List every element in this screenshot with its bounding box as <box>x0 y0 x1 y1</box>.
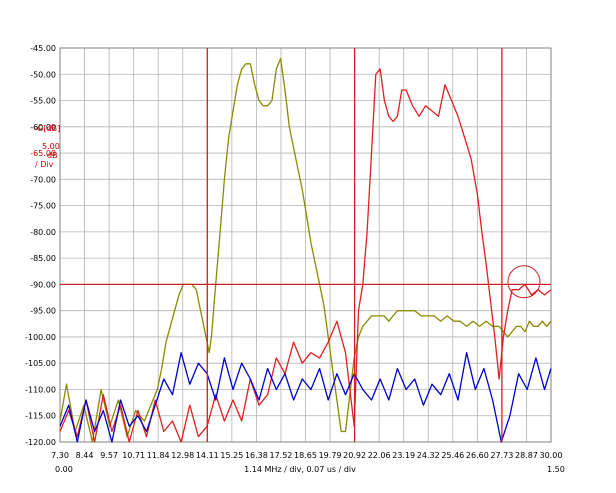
x-tick-label: 26.60 <box>466 451 489 460</box>
y-tick-label: -70.00 <box>30 175 56 184</box>
time-end-label: 1.50 <box>547 465 565 474</box>
y-tick-label: -105.00 <box>25 359 56 368</box>
y-tick-label: -50.00 <box>30 70 56 79</box>
time-start-label: 0.00 <box>55 465 73 474</box>
y-tick-label: -120.00 <box>25 438 56 447</box>
x-tick-labels: 7.30 8.44 9.57 10.71 11.84 12.98 14.11 15.25 16.… <box>51 451 562 460</box>
x-tick-label: 16.38 <box>245 451 268 460</box>
y-tick-label: -45.00 <box>30 44 56 53</box>
x-tick-label: 25.46 <box>441 451 464 460</box>
series-line-olive <box>59 57 552 443</box>
plot-frame <box>59 47 552 443</box>
x-tick-label: 19.79 <box>319 451 342 460</box>
x-tick-label: 30.00 <box>540 451 563 460</box>
y-tick-label: -55.00 <box>30 97 56 106</box>
x-tick-label: 18.65 <box>294 451 317 460</box>
x-tick-label: 20.92 <box>343 451 366 460</box>
y-tick-label: -95.00 <box>30 307 56 316</box>
y-tick-label: -65.00 <box>30 149 56 158</box>
x-tick-label: 8.44 <box>76 451 94 460</box>
x-tick-label: 11.84 <box>147 451 170 460</box>
marker-layer <box>60 48 551 442</box>
y-tick-label: -115.00 <box>25 412 56 421</box>
x-tick-label: 27.73 <box>490 451 513 460</box>
series-line-blue <box>59 352 552 443</box>
x-tick-label: 9.57 <box>100 451 118 460</box>
y-axis-label: -G[dB] <box>34 124 60 133</box>
y-tick-label: -110.00 <box>25 385 56 394</box>
y-tick-label: -60.00 <box>30 123 56 132</box>
series-layer <box>59 57 552 443</box>
x-tick-label: 10.71 <box>122 451 145 460</box>
y-scale-suffix: / Div <box>35 160 54 169</box>
y-tick-label: -85.00 <box>30 254 56 263</box>
x-tick-label: 24.32 <box>417 451 440 460</box>
series-line-red <box>59 68 552 443</box>
y-tick-label: -80.00 <box>30 228 56 237</box>
x-tick-label: 28.87 <box>515 451 538 460</box>
x-tick-label: 7.30 <box>51 451 69 460</box>
x-tick-label: 12.98 <box>171 451 194 460</box>
x-tick-label: 22.06 <box>368 451 391 460</box>
x-tick-label: 23.19 <box>392 451 415 460</box>
x-tick-label: 17.52 <box>269 451 292 460</box>
y-scale-unit: dB <box>47 151 58 160</box>
y-tick-label: -100.00 <box>25 333 56 342</box>
y-tick-label: -90.00 <box>30 280 56 289</box>
x-axis-caption: 1.14 MHz / div, 0.07 us / div <box>244 465 356 474</box>
x-tick-label: 15.25 <box>220 451 243 460</box>
x-tick-label: 14.11 <box>196 451 219 460</box>
y-tick-labels: -45.00 -50.00 -55.00 -60.00 -65.00 -70.00 -75.… <box>25 44 56 447</box>
y-scale-value: 5.00 <box>42 142 60 151</box>
y-tick-label: -75.00 <box>30 202 56 211</box>
highlight-circle-marker <box>507 265 541 299</box>
